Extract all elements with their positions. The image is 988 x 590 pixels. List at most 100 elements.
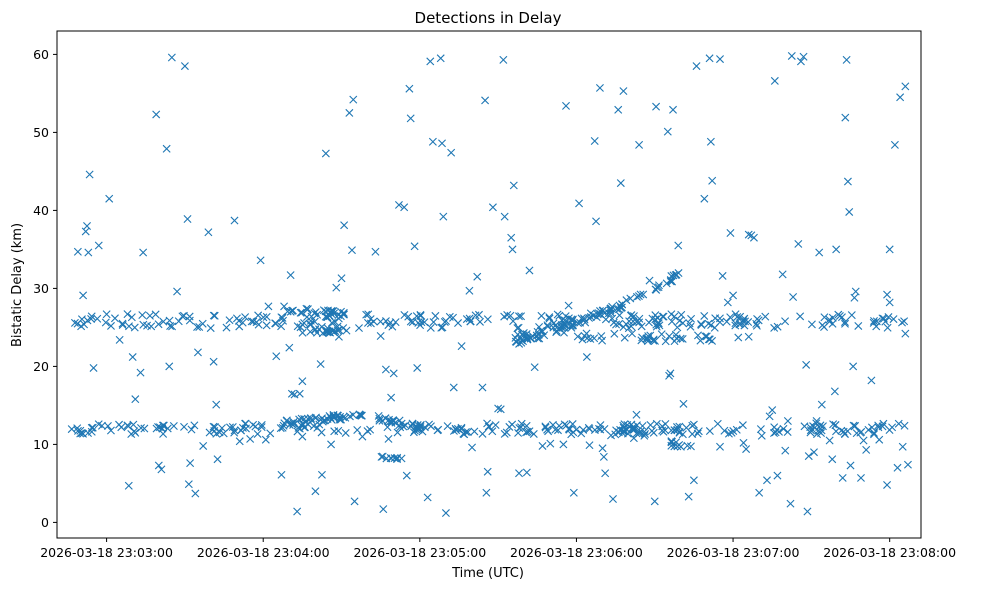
data-point: [568, 317, 577, 326]
data-point: [667, 317, 676, 326]
data-point: [626, 294, 635, 303]
data-point: [658, 426, 667, 435]
data-point: [341, 413, 350, 422]
data-point: [828, 455, 837, 464]
data-point: [879, 419, 888, 428]
data-point: [97, 421, 106, 430]
data-point: [212, 400, 221, 409]
data-point: [842, 55, 851, 64]
data-point: [536, 326, 545, 335]
data-point: [387, 393, 396, 402]
data-point: [238, 318, 247, 327]
data-point: [209, 357, 218, 366]
data-point: [806, 428, 815, 437]
data-point: [413, 363, 422, 372]
data-point: [629, 434, 638, 443]
data-point: [325, 412, 334, 421]
data-point: [693, 429, 702, 438]
data-point: [433, 426, 442, 435]
data-point: [847, 311, 856, 320]
data-point: [742, 445, 751, 454]
data-point: [439, 212, 448, 221]
data-point: [447, 148, 456, 157]
data-point: [516, 423, 525, 432]
data-point: [546, 439, 555, 448]
data-point: [901, 82, 910, 91]
data-point: [262, 312, 271, 321]
data-point: [83, 222, 92, 230]
data-point: [604, 309, 613, 318]
data-point: [389, 369, 398, 378]
data-point: [739, 438, 748, 447]
data-point: [901, 329, 910, 338]
data-point: [586, 313, 595, 322]
data-point: [650, 497, 659, 506]
data-point: [115, 335, 124, 344]
data-point: [438, 139, 447, 148]
data-point: [152, 110, 161, 119]
data-point: [293, 507, 302, 516]
data-point: [559, 440, 568, 449]
data-point: [530, 363, 539, 372]
data-point: [652, 102, 661, 111]
data-point: [151, 310, 160, 319]
data-point: [118, 321, 127, 329]
data-point: [157, 465, 166, 474]
data-point: [670, 312, 679, 321]
data-point: [787, 51, 796, 60]
y-tick-label: 40: [33, 203, 49, 218]
data-point: [635, 140, 644, 149]
data-point: [639, 290, 648, 299]
data-point: [193, 348, 202, 357]
data-point: [829, 420, 838, 429]
data-point: [617, 303, 626, 312]
data-point: [257, 420, 266, 429]
data-point: [716, 442, 724, 451]
data-point: [395, 416, 404, 425]
data-point: [778, 270, 787, 279]
data-point: [852, 429, 861, 438]
data-point: [622, 296, 631, 305]
data-point: [658, 312, 667, 321]
data-point: [770, 323, 779, 332]
data-point: [671, 330, 680, 339]
data-point: [186, 459, 195, 468]
data-point: [803, 507, 812, 516]
plot-frame: [56, 30, 922, 539]
data-point: [288, 306, 297, 315]
data-point: [259, 313, 268, 322]
data-point: [670, 442, 679, 451]
data-point: [582, 329, 591, 338]
x-tick-label: 2026-03-18 23:03:00: [40, 545, 173, 560]
data-point: [900, 317, 909, 326]
data-point: [295, 389, 304, 398]
data-point: [596, 310, 605, 319]
data-point: [773, 471, 782, 480]
data-point: [675, 316, 684, 325]
data-point: [594, 309, 603, 318]
data-point: [779, 424, 788, 433]
data-point: [316, 360, 325, 369]
data-point: [677, 310, 686, 319]
data-point: [327, 440, 336, 449]
x-tick-label: 2026-03-18 23:05:00: [353, 545, 486, 560]
data-point: [744, 230, 753, 239]
data-point: [185, 312, 194, 321]
data-point: [851, 421, 860, 430]
data-point: [271, 319, 280, 328]
data-point: [347, 246, 356, 255]
data-point: [640, 431, 649, 440]
data-point: [781, 317, 790, 326]
data-point: [431, 311, 440, 320]
data-point: [381, 365, 390, 374]
data-point: [73, 247, 82, 256]
data-point: [870, 428, 878, 437]
data-point: [323, 327, 332, 336]
data-point: [781, 446, 790, 455]
data-point: [335, 415, 344, 424]
data-point: [124, 481, 133, 490]
data-point: [278, 423, 287, 432]
data-point: [303, 414, 312, 423]
data-point: [296, 323, 305, 332]
data-point: [632, 429, 641, 438]
